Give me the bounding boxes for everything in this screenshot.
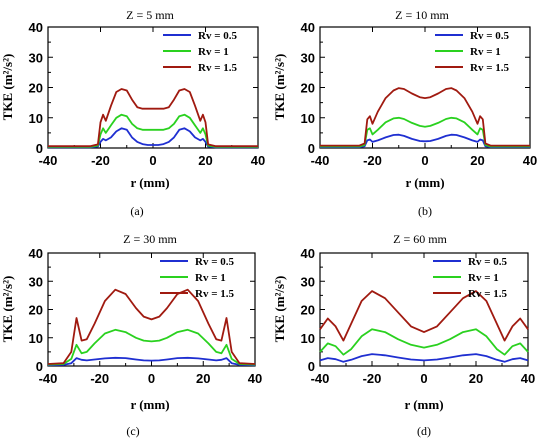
y-tick-label: 10 — [301, 331, 315, 346]
series-line-1 — [319, 353, 529, 363]
x-tick-label: -40 — [311, 153, 330, 168]
x-tick-label: -20 — [91, 153, 110, 168]
series-line-2 — [47, 328, 256, 366]
x-tick-label: 40 — [248, 371, 262, 386]
series-line-2 — [48, 113, 258, 148]
legend-label: Rv = 0.5 — [195, 256, 234, 268]
y-tick-label: 40 — [29, 20, 43, 35]
x-tick-label: 40 — [251, 153, 265, 168]
y-axis-label: TKE (m²/s²) — [272, 276, 287, 343]
x-tick-label: -20 — [363, 371, 382, 386]
y-tick-label: 10 — [29, 331, 43, 346]
x-tick-label: 0 — [420, 371, 427, 386]
legend-label: Rv = 1.5 — [195, 288, 234, 300]
chart-title: Z = 5 mm — [126, 8, 174, 22]
panel-label: (d) — [417, 424, 431, 438]
y-tick-label: 10 — [29, 111, 43, 126]
series-line-3 — [47, 288, 256, 365]
legend-label: Rv = 1 — [198, 46, 229, 58]
y-tick-label: 20 — [29, 81, 43, 96]
y-axis-label: TKE (m²/s²) — [0, 54, 15, 121]
x-tick-label: -20 — [363, 153, 382, 168]
x-tick-label: -40 — [311, 371, 330, 386]
legend-label: Rv = 1.5 — [198, 62, 237, 74]
legend-label: Rv = 0.5 — [198, 30, 237, 42]
x-tick-label: 20 — [470, 153, 484, 168]
legend-label: Rv = 0.5 — [470, 30, 509, 42]
y-tick-label: 40 — [301, 246, 315, 261]
series-line-3 — [319, 290, 529, 342]
series-line-1 — [47, 356, 256, 367]
legend-label: Rv = 1.5 — [468, 288, 507, 300]
legend-label: Rv = 1 — [195, 272, 226, 284]
y-tick-label: 40 — [29, 246, 43, 261]
series-line-1 — [320, 133, 530, 148]
series-line-2 — [319, 328, 529, 356]
x-axis-label: r (mm) — [130, 397, 169, 412]
y-axis-label: TKE (m²/s²) — [0, 276, 15, 343]
panel-label: (b) — [418, 204, 432, 218]
x-axis-label: r (mm) — [404, 397, 443, 412]
panel-label: (c) — [126, 424, 139, 438]
x-axis-label: r (mm) — [405, 175, 444, 190]
y-tick-label: 40 — [301, 20, 315, 35]
y-tick-label: 0 — [36, 141, 43, 156]
legend-label: Rv = 1 — [470, 46, 501, 58]
chart-panel-1: Z = 5 mm -40 -20 0 20 40 0 10 20 30 40 r (mm) TKE (m… — [0, 8, 265, 218]
series-line-3 — [320, 87, 530, 147]
y-tick-label: 20 — [29, 303, 43, 318]
x-tick-label: 20 — [196, 371, 210, 386]
series-line-2 — [320, 116, 530, 148]
chart-title: Z = 30 mm — [123, 232, 177, 246]
x-tick-label: 0 — [421, 153, 428, 168]
chart-title: Z = 60 mm — [393, 232, 447, 246]
x-tick-label: -40 — [39, 153, 58, 168]
series-line-3 — [48, 88, 258, 148]
chart-panel-3: Z = 30 mm -40 -20 0 20 40 0 10 20 30 40 r (mm) TKE (… — [0, 232, 262, 438]
x-tick-label: -40 — [39, 371, 58, 386]
legend-label: Rv = 1.5 — [470, 62, 509, 74]
panel-label: (a) — [130, 204, 143, 218]
chart-panel-2: Z = 10 mm -40 -20 0 20 40 0 10 20 30 40 r (mm) TKE (… — [272, 8, 537, 218]
y-tick-label: 10 — [301, 111, 315, 126]
series-line-1 — [48, 127, 258, 149]
legend-label: Rv = 1 — [468, 272, 499, 284]
x-tick-label: 40 — [523, 153, 537, 168]
y-tick-label: 30 — [301, 274, 315, 289]
y-tick-label: 30 — [301, 50, 315, 65]
y-tick-label: 30 — [29, 274, 43, 289]
y-tick-label: 20 — [301, 81, 315, 96]
y-tick-label: 0 — [308, 359, 315, 374]
x-tick-label: 20 — [198, 153, 212, 168]
x-tick-label: 20 — [469, 371, 483, 386]
x-tick-label: -20 — [90, 371, 109, 386]
x-tick-label: 40 — [521, 371, 535, 386]
y-tick-label: 20 — [301, 303, 315, 318]
y-tick-label: 0 — [36, 359, 43, 374]
chart-panel-4: Z = 60 mm -40 -20 0 20 40 0 10 20 30 40 r (mm) TKE (… — [272, 232, 535, 438]
y-tick-label: 30 — [29, 50, 43, 65]
x-tick-label: 0 — [149, 153, 156, 168]
x-axis-label: r (mm) — [130, 175, 169, 190]
y-axis-label: TKE (m²/s²) — [272, 54, 287, 121]
legend-label: Rv = 0.5 — [468, 256, 507, 268]
x-tick-label: 0 — [148, 371, 155, 386]
y-tick-label: 0 — [308, 141, 315, 156]
chart-title: Z = 10 mm — [395, 8, 449, 22]
